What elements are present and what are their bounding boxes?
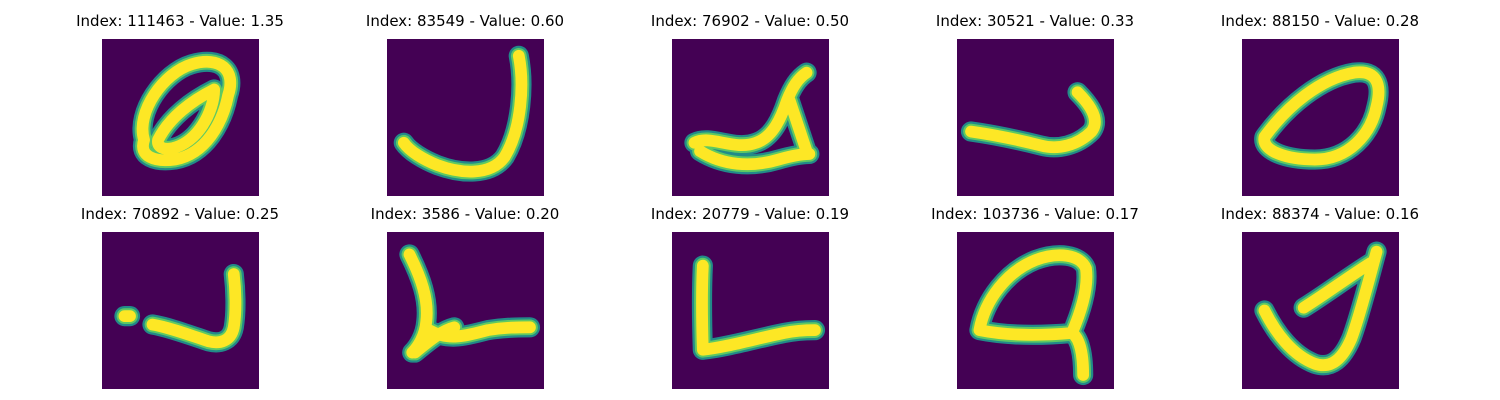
digit-image [102,39,259,196]
digit-image [387,232,544,389]
sample-panel: Index: 88374 - Value: 0.16 [1195,201,1445,391]
sample-title: Index: 103736 - Value: 0.17 [931,205,1139,223]
sample-panel: Index: 88150 - Value: 0.28 [1195,8,1445,198]
digit-image [1242,39,1399,196]
digit-image [387,39,544,196]
sample-title: Index: 88150 - Value: 0.28 [1220,12,1420,30]
digit-glyph-blob-stroke [684,62,820,175]
sample-title: Index: 88374 - Value: 0.16 [1220,205,1420,223]
sample-title: Index: 30521 - Value: 0.33 [935,12,1135,30]
digit-glyph-corner-l [399,244,541,363]
digit-glyph-open-triangle [1254,241,1387,376]
sample-title: Index: 76902 - Value: 0.50 [650,12,850,30]
digit-glyph-dot-hook [114,263,246,353]
digit-image [102,232,259,389]
sample-title: Index: 3586 - Value: 0.20 [370,205,560,223]
sample-panel: Index: 3586 - Value: 0.20 [340,201,590,391]
sample-panel: Index: 83549 - Value: 0.60 [340,8,590,198]
sample-panel: Index: 70892 - Value: 0.25 [55,201,305,391]
digit-glyph-short-hook [960,82,1105,158]
sample-panel: Index: 76902 - Value: 0.50 [625,8,875,198]
sample-panel: Index: 20779 - Value: 0.19 [625,201,875,391]
sample-title: Index: 111463 - Value: 1.35 [76,12,284,30]
digit-glyph-dome-loop [969,245,1097,386]
digit-glyph-right-angle-l [691,255,826,360]
sample-title: Index: 83549 - Value: 0.60 [365,12,565,30]
sample-panel: Index: 111463 - Value: 1.35 [55,8,305,198]
sample-panel: Index: 103736 - Value: 0.17 [910,201,1160,391]
digit-image [672,232,829,389]
digit-glyph-hook-j [393,45,532,182]
sample-title: Index: 20779 - Value: 0.19 [650,205,850,223]
digit-glyph-zero-loop [132,51,241,171]
digit-image [1242,232,1399,389]
sample-panel: Index: 30521 - Value: 0.33 [910,8,1160,198]
sample-title: Index: 70892 - Value: 0.25 [80,205,280,223]
digit-image [672,39,829,196]
digit-glyph-tilted-loop [1254,62,1389,170]
digit-image [957,39,1114,196]
digit-image [957,232,1114,389]
